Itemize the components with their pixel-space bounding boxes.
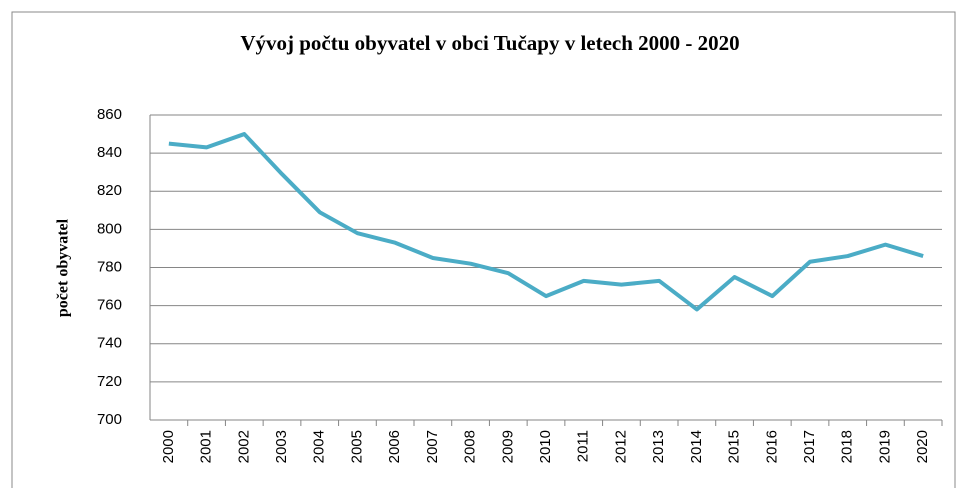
y-tick-label: 780 bbox=[97, 258, 122, 275]
x-tick-label: 2003 bbox=[273, 430, 290, 463]
y-tick-label: 700 bbox=[97, 411, 122, 428]
chart-frame bbox=[11, 11, 956, 488]
x-tick-label: 2013 bbox=[650, 430, 667, 463]
y-tick-label: 860 bbox=[97, 106, 122, 123]
x-tick-label: 2014 bbox=[688, 430, 705, 463]
x-tick-label: 2016 bbox=[763, 430, 780, 463]
y-tick-label: 820 bbox=[97, 182, 122, 199]
x-tick-label: 2005 bbox=[348, 430, 365, 463]
x-tick-label: 2012 bbox=[612, 430, 629, 463]
y-tick-label: 840 bbox=[97, 144, 122, 161]
x-tick-label: 2009 bbox=[499, 430, 516, 463]
x-tick-label: 2017 bbox=[801, 430, 818, 463]
x-tick-label: 2018 bbox=[839, 430, 856, 463]
x-tick-label: 2002 bbox=[235, 430, 252, 463]
x-tick-label: 2007 bbox=[424, 430, 441, 463]
x-tick-label: 2020 bbox=[914, 430, 931, 463]
x-tick-label: 2015 bbox=[726, 430, 743, 463]
x-tick-label: 2001 bbox=[198, 430, 215, 463]
y-tick-label: 760 bbox=[97, 297, 122, 314]
chart-title: Vývoj počtu obyvatel v obci Tučapy v let… bbox=[240, 31, 739, 55]
x-tick-label: 2000 bbox=[160, 430, 177, 463]
y-tick-label: 720 bbox=[97, 373, 122, 390]
x-tick-label: 2006 bbox=[386, 430, 403, 463]
y-axis-label: počet obyvatel bbox=[55, 218, 72, 317]
y-tick-label: 800 bbox=[97, 220, 122, 237]
data-line bbox=[168, 132, 924, 312]
x-tick-label: 2011 bbox=[575, 430, 592, 462]
x-tick-label: 2004 bbox=[311, 430, 328, 463]
x-tick-label: 2008 bbox=[462, 430, 479, 463]
x-tick-label: 2010 bbox=[537, 430, 554, 463]
y-tick-label: 740 bbox=[97, 335, 122, 352]
x-tick-label: 2019 bbox=[876, 430, 893, 463]
